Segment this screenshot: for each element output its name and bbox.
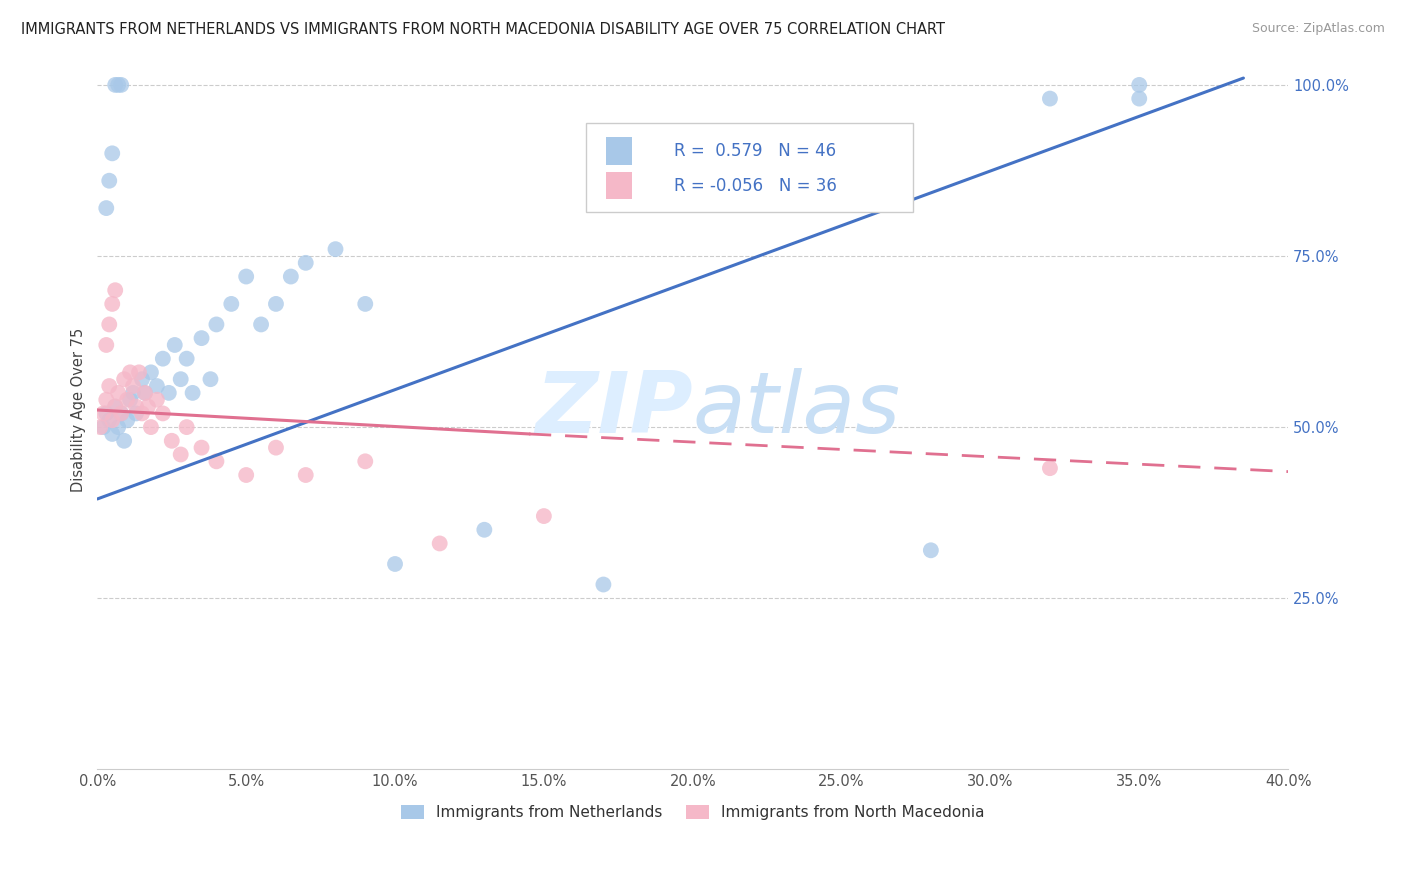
Point bbox=[101, 297, 124, 311]
Point bbox=[134, 385, 156, 400]
Point bbox=[115, 413, 138, 427]
Point bbox=[131, 406, 153, 420]
Point bbox=[429, 536, 451, 550]
Point bbox=[170, 448, 193, 462]
Point bbox=[160, 434, 183, 448]
FancyBboxPatch shape bbox=[606, 172, 631, 199]
Point bbox=[205, 454, 228, 468]
Text: R = -0.056   N = 36: R = -0.056 N = 36 bbox=[673, 177, 837, 194]
Point bbox=[110, 406, 132, 420]
Point bbox=[112, 434, 135, 448]
Point bbox=[101, 413, 124, 427]
Point bbox=[250, 318, 273, 332]
Point bbox=[98, 413, 121, 427]
Text: R =  0.579   N = 46: R = 0.579 N = 46 bbox=[673, 142, 835, 160]
Point bbox=[205, 318, 228, 332]
Point bbox=[98, 174, 121, 188]
Point bbox=[110, 78, 132, 92]
Point bbox=[1128, 92, 1150, 106]
Point bbox=[163, 338, 186, 352]
Point bbox=[264, 441, 287, 455]
Point bbox=[104, 400, 127, 414]
Point bbox=[354, 297, 377, 311]
Point bbox=[107, 420, 129, 434]
Point bbox=[110, 406, 132, 420]
Point bbox=[354, 454, 377, 468]
FancyBboxPatch shape bbox=[585, 122, 912, 212]
Text: ZIP: ZIP bbox=[536, 368, 693, 451]
Point bbox=[125, 406, 148, 420]
Point bbox=[1039, 461, 1062, 475]
Text: IMMIGRANTS FROM NETHERLANDS VS IMMIGRANTS FROM NORTH MACEDONIA DISABILITY AGE OV: IMMIGRANTS FROM NETHERLANDS VS IMMIGRANT… bbox=[21, 22, 945, 37]
Point bbox=[107, 385, 129, 400]
Point bbox=[152, 351, 174, 366]
Point bbox=[190, 331, 212, 345]
Point bbox=[104, 78, 127, 92]
Point bbox=[125, 400, 148, 414]
Point bbox=[96, 338, 118, 352]
Point bbox=[176, 351, 198, 366]
Point bbox=[101, 426, 124, 441]
Point bbox=[139, 365, 162, 379]
Point bbox=[98, 379, 121, 393]
Point bbox=[1128, 78, 1150, 92]
Point bbox=[120, 392, 142, 407]
Text: Source: ZipAtlas.com: Source: ZipAtlas.com bbox=[1251, 22, 1385, 36]
Point bbox=[170, 372, 193, 386]
Point bbox=[91, 406, 114, 420]
Legend: Immigrants from Netherlands, Immigrants from North Macedonia: Immigrants from Netherlands, Immigrants … bbox=[395, 799, 990, 826]
Point bbox=[592, 577, 614, 591]
Point bbox=[131, 372, 153, 386]
Point bbox=[139, 420, 162, 434]
Point bbox=[235, 269, 257, 284]
Point bbox=[128, 365, 150, 379]
Point bbox=[91, 420, 114, 434]
Point bbox=[115, 392, 138, 407]
Point bbox=[89, 420, 111, 434]
Point bbox=[181, 385, 204, 400]
Point bbox=[190, 441, 212, 455]
Point bbox=[294, 256, 316, 270]
Point bbox=[152, 406, 174, 420]
Point bbox=[533, 509, 555, 524]
Point bbox=[920, 543, 942, 558]
Point bbox=[221, 297, 243, 311]
Point bbox=[107, 78, 129, 92]
Point bbox=[96, 406, 118, 420]
Point bbox=[104, 283, 127, 297]
Point bbox=[176, 420, 198, 434]
Point bbox=[96, 201, 118, 215]
Point bbox=[200, 372, 222, 386]
FancyBboxPatch shape bbox=[606, 137, 631, 165]
Point bbox=[157, 385, 180, 400]
Point bbox=[112, 372, 135, 386]
Point bbox=[146, 392, 169, 407]
Point bbox=[325, 242, 347, 256]
Point bbox=[472, 523, 495, 537]
Point bbox=[294, 468, 316, 483]
Point bbox=[122, 379, 145, 393]
Point bbox=[122, 385, 145, 400]
Point bbox=[134, 385, 156, 400]
Point bbox=[104, 400, 127, 414]
Point bbox=[136, 400, 159, 414]
Point bbox=[235, 468, 257, 483]
Point bbox=[1039, 92, 1062, 106]
Point bbox=[120, 365, 142, 379]
Text: atlas: atlas bbox=[693, 368, 901, 451]
Point bbox=[264, 297, 287, 311]
Point bbox=[384, 557, 406, 571]
Y-axis label: Disability Age Over 75: Disability Age Over 75 bbox=[72, 328, 86, 492]
Point bbox=[98, 318, 121, 332]
Point bbox=[146, 379, 169, 393]
Point bbox=[280, 269, 302, 284]
Point bbox=[101, 146, 124, 161]
Point bbox=[96, 392, 118, 407]
